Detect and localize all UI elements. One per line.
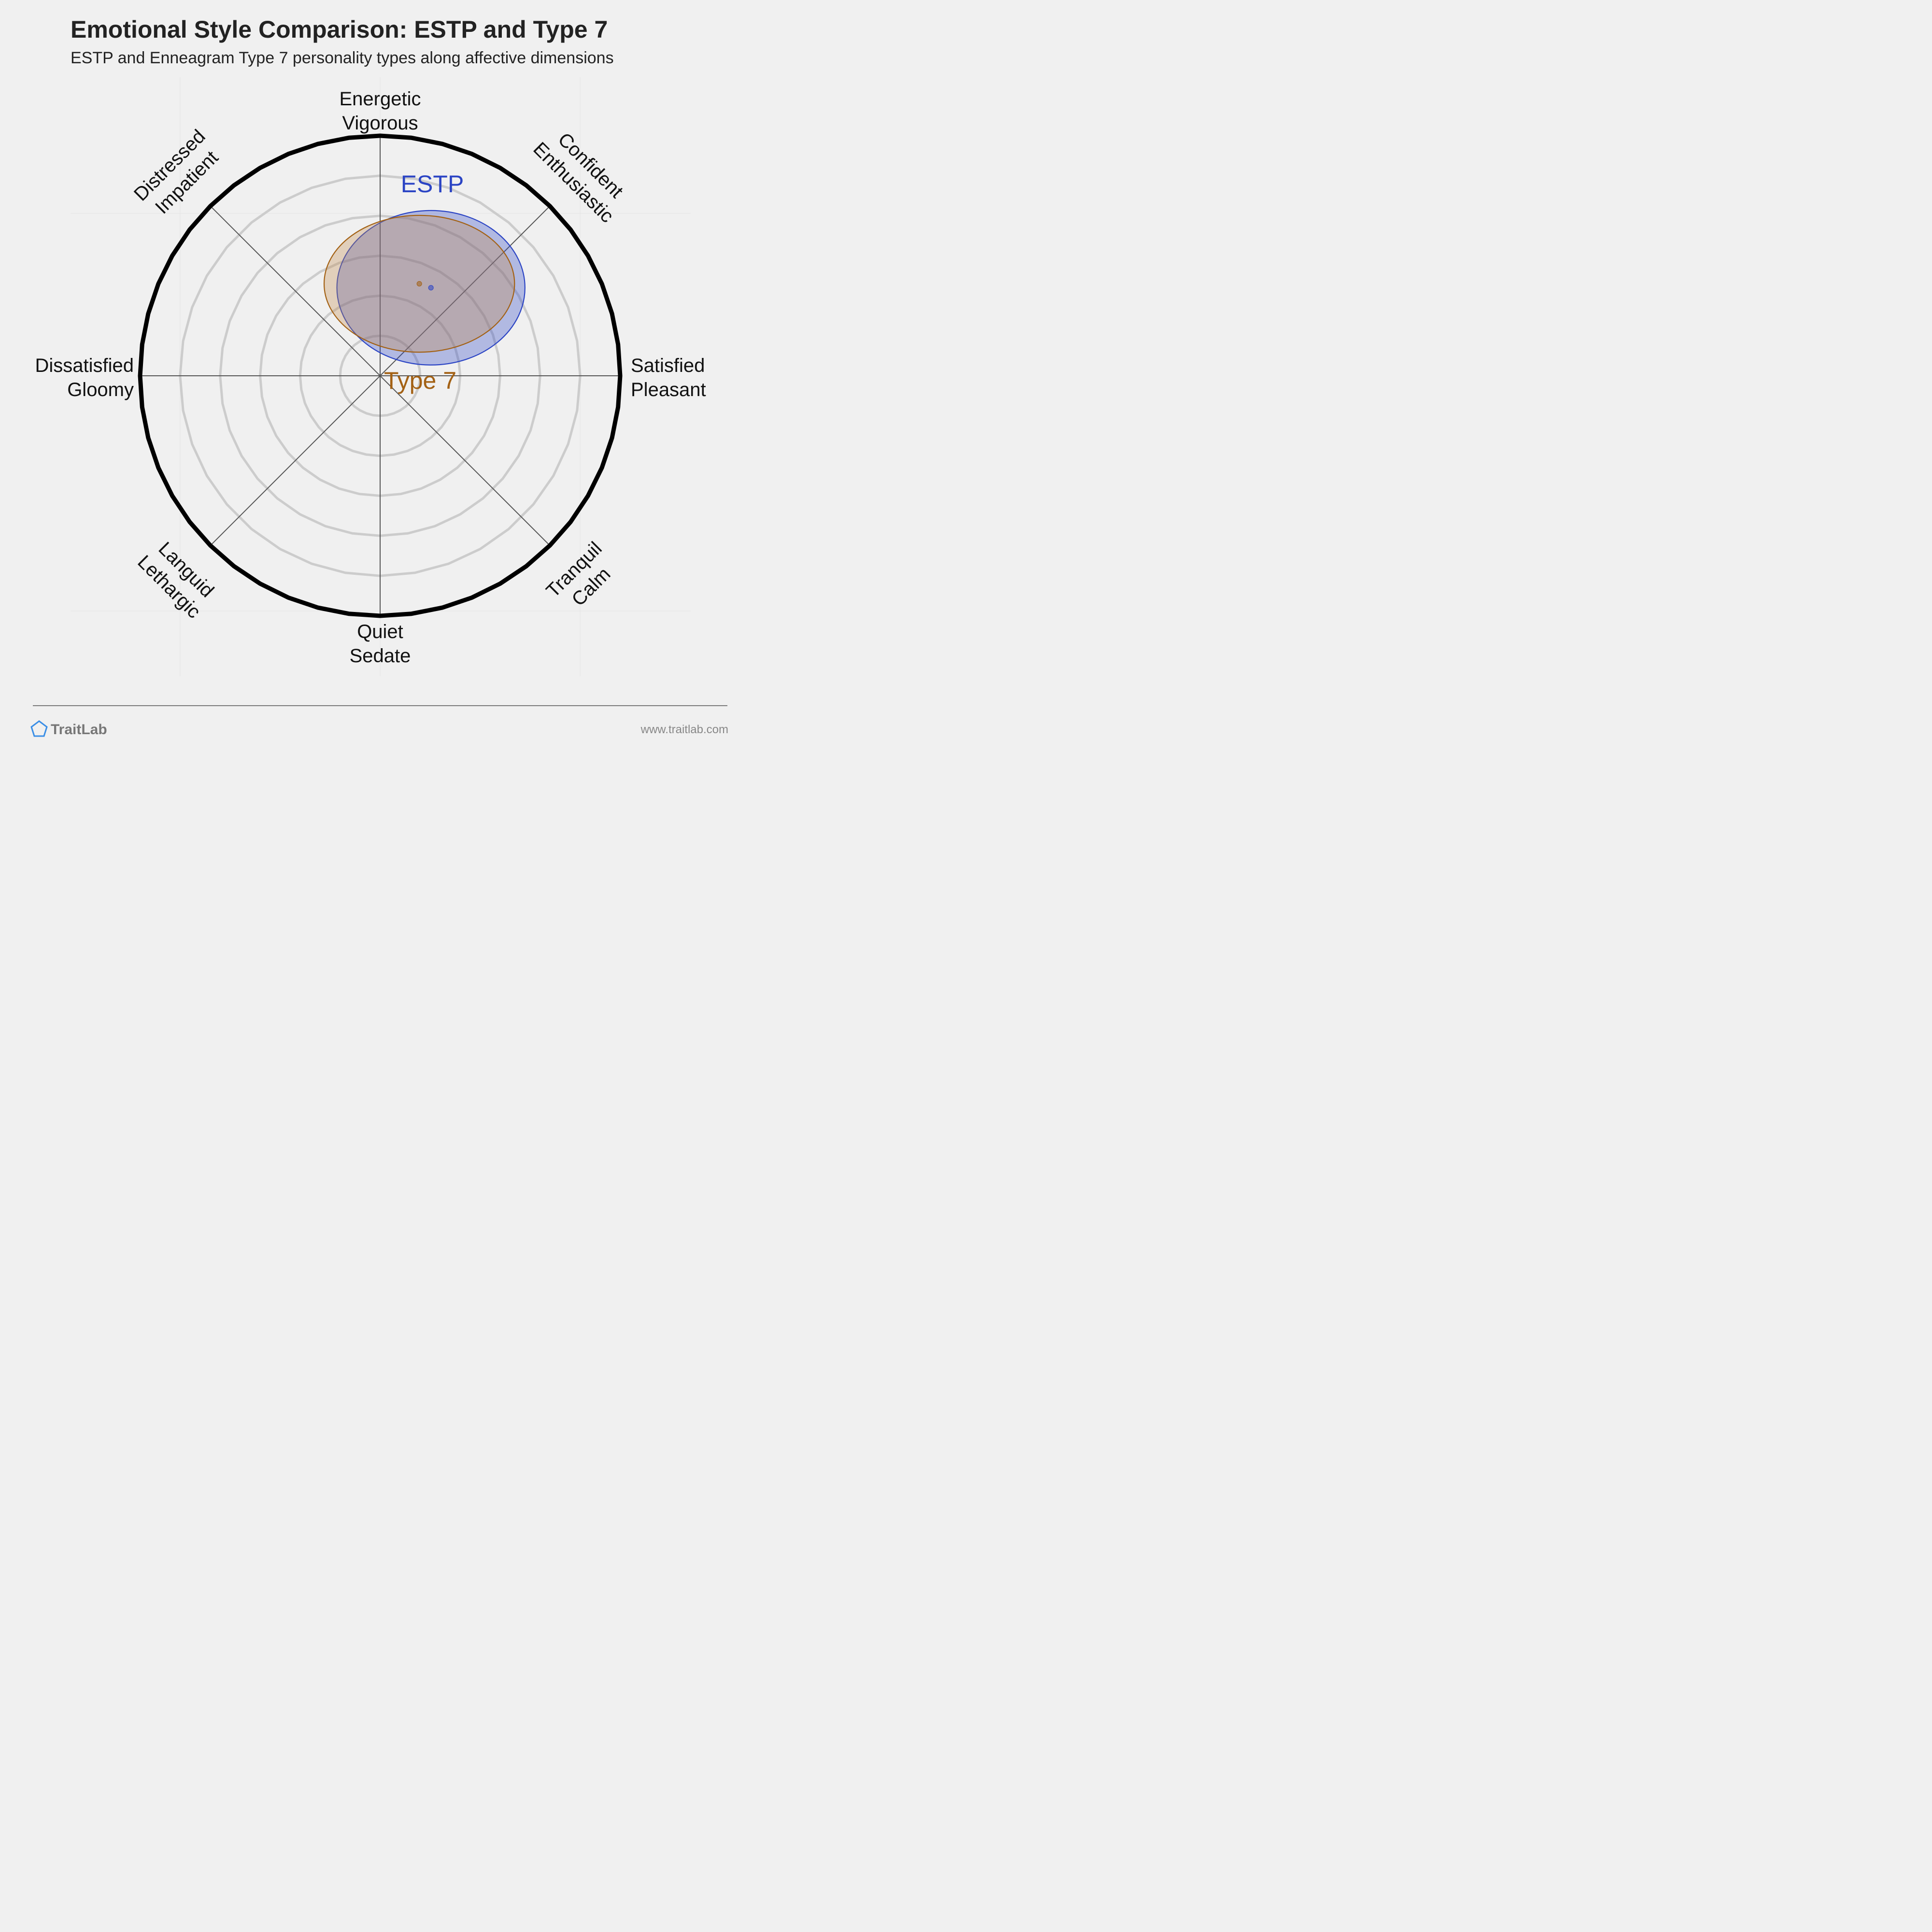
axis-label-line: Vigorous: [342, 113, 418, 134]
series-ellipses: [323, 210, 526, 366]
axis-label-languid: LanguidLethargic: [133, 534, 222, 623]
series-label-estp: ESTP: [401, 170, 464, 198]
traitlab-logo-icon: [30, 720, 48, 737]
outer-ring: [138, 133, 623, 618]
point-estp: [428, 285, 434, 291]
axis-label-dissatisfied: Dissatisfied Gloomy: [35, 355, 134, 400]
svg-text:TranquilCalm: TranquilCalm: [542, 538, 624, 619]
axis-label-tranquil: TranquilCalm: [542, 538, 624, 619]
axis-label-energetic: Energetic Vigorous: [340, 88, 421, 134]
axis-label-line: Energetic: [340, 88, 421, 110]
axis-label-quiet: Quiet Sedate: [350, 621, 411, 667]
chart: Emotional Style Comparison: ESTP and Typ…: [30, 16, 728, 738]
axis-line: [210, 205, 551, 546]
series-labels: ESTP Type 7: [384, 170, 464, 394]
axis-label-line: Gloomy: [67, 379, 134, 400]
point-type-7: [416, 281, 422, 286]
axis-label-line: Pleasant: [631, 379, 706, 400]
radar-axes: [140, 136, 620, 616]
axis-label-line: Sedate: [350, 645, 411, 667]
axis-label-line: Quiet: [357, 621, 403, 642]
axis-label-satisfied: Satisfied Pleasant: [631, 355, 706, 400]
axis-label-line: Dissatisfied: [35, 355, 134, 376]
axis-label-line: Satisfied: [631, 355, 705, 376]
svg-text:LanguidLethargic: LanguidLethargic: [133, 534, 222, 623]
series-label-type-7: Type 7: [384, 367, 456, 394]
footer-url: www.traitlab.com: [640, 723, 728, 736]
chart-title: Emotional Style Comparison: ESTP and Typ…: [71, 16, 608, 43]
outer-boundary: [138, 133, 623, 618]
axis-labels: Energetic VigorousConfidentEnthusiasticSa…: [35, 88, 706, 667]
footer-brand: TraitLab: [51, 722, 107, 738]
chart-subtitle: ESTP and Enneagram Type 7 personality ty…: [71, 49, 614, 67]
